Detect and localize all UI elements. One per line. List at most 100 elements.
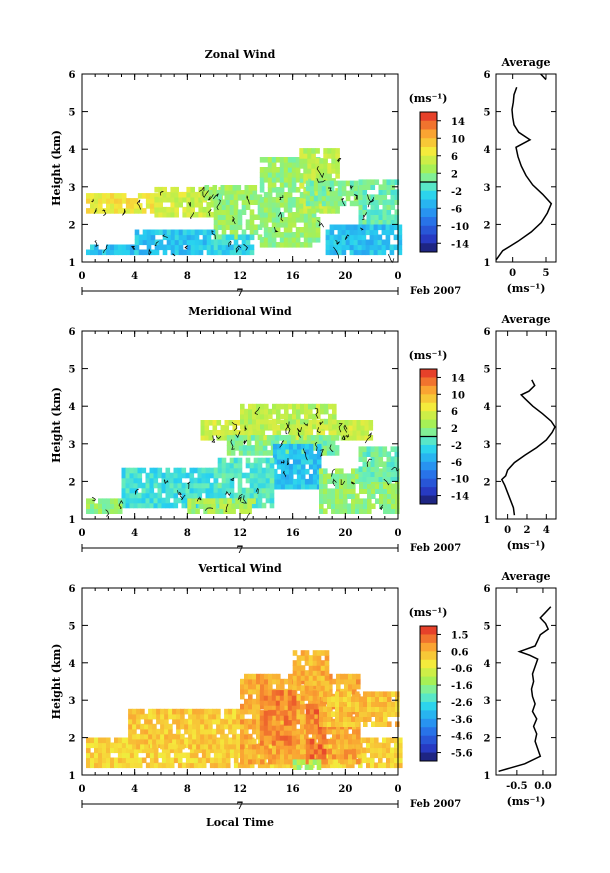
- heatmap-cell: [240, 683, 245, 690]
- heatmap-cell: [106, 757, 111, 764]
- heatmap-cell: [149, 492, 155, 499]
- heatmap-cell: [321, 738, 327, 745]
- heatmap-cell: [349, 249, 355, 256]
- heatmap-cell: [188, 708, 193, 715]
- heatmap-cell: [252, 708, 257, 715]
- heatmap-cell: [254, 445, 260, 451]
- heatmap-cell: [225, 462, 231, 469]
- heatmap-cell: [233, 194, 239, 200]
- heatmap-cell: [181, 497, 187, 504]
- heatmap-cell: [323, 468, 328, 474]
- heatmap-cell: [344, 425, 350, 431]
- heatmap-cell: [217, 482, 223, 489]
- heatmap-cell: [260, 753, 265, 760]
- contour-line: [179, 494, 186, 501]
- heatmap-cell: [370, 214, 376, 220]
- contour-line: [279, 195, 284, 201]
- heatmap-cell: [378, 752, 383, 759]
- heatmap-cell: [110, 762, 115, 769]
- heatmap-cell: [158, 201, 163, 208]
- heatmap-cells: [86, 148, 403, 256]
- heatmap-cell: [284, 743, 289, 750]
- heatmap-cell: [236, 190, 242, 196]
- heatmap-cell: [138, 249, 144, 256]
- heatmap-cell: [353, 234, 359, 241]
- heatmap-cell: [178, 196, 183, 203]
- heatmap-cell: [292, 753, 297, 760]
- heatmap-cell: [283, 695, 289, 701]
- heatmap-cell: [311, 208, 316, 214]
- heatmap-cell: [267, 197, 273, 203]
- heatmap-cell: [220, 718, 225, 725]
- heatmap-cell: [335, 493, 340, 499]
- heatmap-cell: [236, 708, 241, 715]
- heatmap-cell: [132, 708, 137, 715]
- heatmap-cell: [213, 204, 219, 210]
- heatmap-cell: [190, 186, 195, 193]
- heatmap-cell: [221, 457, 227, 464]
- heatmap-cell: [217, 752, 223, 759]
- heatmap-cell: [345, 190, 351, 197]
- heatmap-cell: [313, 728, 319, 735]
- heatmap-cell: [275, 720, 281, 726]
- heatmap-cell: [303, 163, 308, 169]
- heatmap-cell: [137, 757, 143, 764]
- heatmap-cell: [106, 762, 111, 769]
- heatmap-cell: [201, 757, 207, 764]
- heatmap-cell: [312, 655, 318, 661]
- heatmap-cell: [323, 483, 328, 489]
- heatmap-cell: [336, 678, 341, 685]
- heatmap-cell: [169, 492, 175, 499]
- heatmap-cell: [319, 158, 324, 164]
- heatmap-cell: [276, 478, 282, 485]
- heatmap-cell: [377, 239, 383, 246]
- heatmap-cell: [235, 498, 240, 504]
- heatmap-cell: [279, 242, 285, 248]
- heatmap-cell: [169, 487, 175, 494]
- heatmap-cell: [331, 473, 336, 479]
- heatmap-cell: [319, 706, 324, 712]
- heatmap-cell: [366, 199, 372, 205]
- heatmap-cell: [260, 408, 265, 415]
- heatmap-cell: [272, 748, 277, 755]
- heatmap-cell: [373, 224, 379, 231]
- heatmap-cell: [334, 757, 339, 764]
- heatmap-cell: [252, 728, 257, 735]
- heatmap-cell: [296, 733, 301, 740]
- heatmap-cell: [276, 678, 281, 685]
- heatmap-cell: [245, 194, 251, 200]
- heatmap-cell: [198, 186, 203, 193]
- avg-y-tick-label: 4: [484, 145, 491, 156]
- contour-line: [332, 478, 337, 487]
- x-tick-label: 4: [131, 528, 138, 539]
- heatmap-cell: [339, 711, 344, 717]
- heatmap-cell: [340, 738, 345, 745]
- heatmap-cell: [148, 738, 153, 745]
- heatmap-cell: [189, 477, 195, 484]
- heatmap-cell: [356, 683, 361, 690]
- heatmap-cell: [383, 498, 388, 504]
- heatmap-cell: [366, 219, 372, 225]
- heatmap-cell: [196, 723, 201, 730]
- heatmap-cell: [328, 430, 334, 436]
- avg-x-label: (ms⁻¹): [507, 795, 546, 808]
- heatmap-cell: [140, 728, 145, 735]
- heatmap-cell: [374, 199, 380, 205]
- heatmap-cell: [339, 473, 344, 479]
- heatmap-cell: [316, 660, 322, 666]
- heatmap-cell: [300, 453, 306, 460]
- heatmap-cell: [244, 408, 249, 415]
- heatmap-cell: [154, 206, 159, 213]
- heatmap-cell: [395, 721, 400, 727]
- heatmap-cell: [129, 747, 135, 754]
- heatmap-cell: [362, 737, 367, 744]
- heatmap-cell: [241, 239, 247, 246]
- heatmap-cell: [333, 180, 339, 187]
- heatmap-cell: [361, 224, 367, 231]
- heatmap-cell: [347, 503, 352, 509]
- heatmap-cell: [395, 691, 400, 697]
- heatmap-cell: [102, 249, 107, 256]
- heatmap-cell: [359, 706, 364, 712]
- heatmap-cell: [309, 713, 315, 720]
- heatmap-cell: [292, 448, 298, 455]
